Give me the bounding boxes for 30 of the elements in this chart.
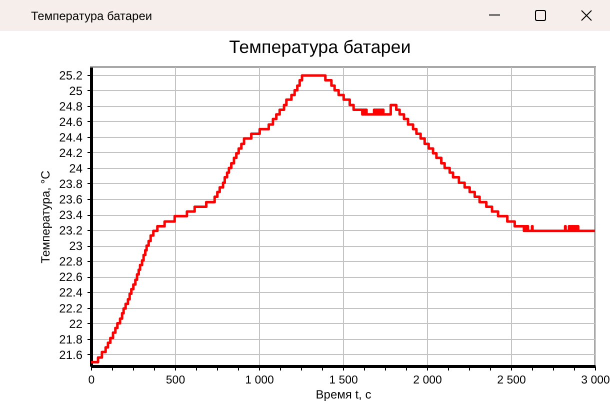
y-tick-label: 24.4 <box>59 130 83 144</box>
y-tick-label: 23 <box>69 239 83 254</box>
y-tick-label: 23.6 <box>59 192 83 207</box>
y-tick-label: 21.6 <box>59 348 83 362</box>
y-axis-title: Температура, °C <box>38 170 52 264</box>
x-tick-label: 2 500 <box>497 374 526 386</box>
y-tick-label: 24.2 <box>59 146 83 160</box>
y-tick-label: 21.8 <box>59 332 83 346</box>
x-tick-label: 0 <box>88 374 95 386</box>
x-tick-label: 3 000 <box>581 374 610 386</box>
y-tick-label: 23.8 <box>59 176 83 191</box>
y-tick-label: 24 <box>69 161 83 176</box>
y-tick-label: 22.8 <box>59 254 83 269</box>
y-tick-label: 22.2 <box>59 301 83 316</box>
x-tick-label: 1 000 <box>245 374 274 386</box>
title-bar: Температура батареи <box>0 0 610 31</box>
y-tick-label: 25.2 <box>59 68 83 82</box>
chart-title: Температура батареи <box>229 37 411 57</box>
y-tick-label: 22.6 <box>59 270 83 284</box>
y-tick-label: 22.4 <box>59 286 83 300</box>
x-tick-label: 2 000 <box>413 374 442 386</box>
x-axis-title: Время t, с <box>316 388 372 402</box>
y-tick-label: 22 <box>69 316 83 331</box>
x-tick-label: 500 <box>166 374 186 386</box>
y-tick-label: 23.2 <box>59 224 83 238</box>
x-tick-label: 1 500 <box>329 374 358 386</box>
y-tick-label: 24.6 <box>59 114 83 129</box>
y-tick-label: 24.8 <box>59 99 83 114</box>
y-tick-label: 23.4 <box>59 208 83 222</box>
y-tick-label: 25 <box>69 84 83 98</box>
